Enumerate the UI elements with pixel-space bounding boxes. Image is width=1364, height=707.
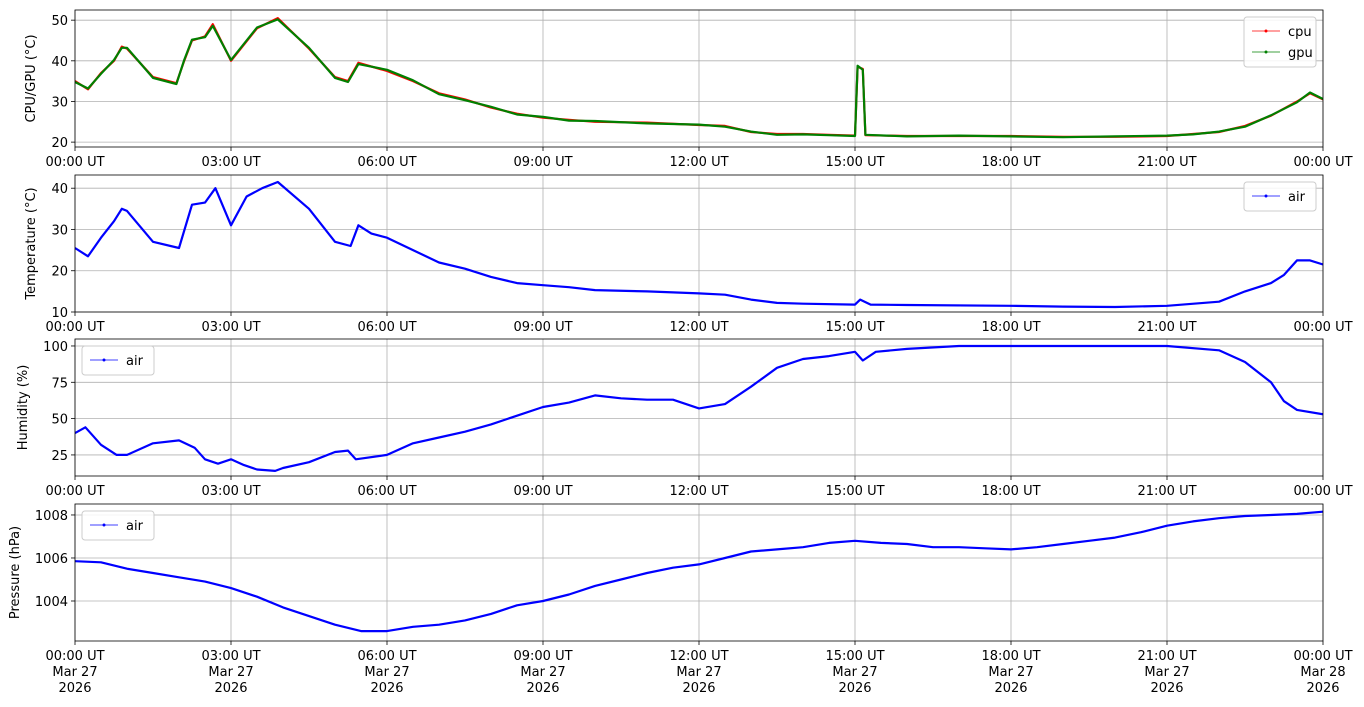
y-tick-label: 40 <box>51 55 68 70</box>
y-tick-label: 1004 <box>35 595 68 610</box>
y-tick-label: 30 <box>51 223 68 238</box>
legend-marker <box>1264 29 1268 33</box>
x-tick-label: 12:00 UT <box>669 320 728 335</box>
x-tick-label: 18:00 UT <box>981 155 1040 170</box>
y-tick-label: 50 <box>51 14 68 29</box>
x-tick-label: 12:00 UT Mar 27 2026 <box>669 649 728 696</box>
legend-marker <box>1264 194 1268 198</box>
x-tick-label: 21:00 UT <box>1137 155 1196 170</box>
panel: 00:00 UT 03:00 UT 06:00 UT 09:00 UT 12:00 UT… <box>24 174 1353 335</box>
y-axis-label: Temperature (°C) <box>24 187 39 300</box>
x-tick-label: 06:00 UT <box>357 484 416 499</box>
plot-frame <box>74 503 1324 642</box>
panel: 00:00 UT 03:00 UT 06:00 UT 09:00 UT 12:00 UT… <box>16 338 1353 499</box>
legend-label: air <box>1288 190 1306 205</box>
series-line <box>75 18 1323 139</box>
x-tick-label: 09:00 UT Mar 27 2026 <box>513 649 572 696</box>
x-tick-label: 00:00 UT Mar 27 2026 <box>45 649 104 696</box>
y-tick-label: 30 <box>51 95 68 110</box>
x-tick-label: 09:00 UT <box>513 155 572 170</box>
series-line <box>75 344 1323 472</box>
x-tick-label: 00:00 UT Mar 28 2026 <box>1293 649 1352 696</box>
series-line <box>75 510 1323 633</box>
legend-label: gpu <box>1288 46 1313 61</box>
legend-label: air <box>126 354 144 369</box>
legend-box <box>81 345 155 376</box>
plot-frame <box>74 174 1324 313</box>
x-tick-label: 15:00 UT <box>825 484 884 499</box>
x-tick-label: 12:00 UT <box>669 155 728 170</box>
x-tick-label: 00:00 UT <box>45 320 104 335</box>
x-tick-label: 03:00 UT <box>201 320 260 335</box>
y-tick-label: 20 <box>51 265 68 280</box>
y-tick-label: 50 <box>51 413 68 428</box>
x-tick-label: 15:00 UT Mar 27 2026 <box>825 649 884 696</box>
x-tick-label: 06:00 UT Mar 27 2026 <box>357 649 416 696</box>
panel: 00:00 UT Mar 27 2026 03:00 UT Mar 27 2026 06:0… <box>8 503 1353 696</box>
x-tick-label: 03:00 UT <box>201 484 260 499</box>
legend-label: air <box>126 519 144 534</box>
legend-marker <box>102 523 106 527</box>
x-tick-label: 03:00 UT Mar 27 2026 <box>201 649 260 696</box>
series-line <box>75 180 1323 309</box>
x-tick-label: 09:00 UT <box>513 320 572 335</box>
legend-box <box>81 510 155 541</box>
y-tick-label: 1008 <box>35 509 68 524</box>
y-tick-label: 10 <box>51 306 68 321</box>
plot-frame <box>74 338 1324 477</box>
x-tick-label: 06:00 UT <box>357 320 416 335</box>
panel: 00:00 UT 03:00 UT 06:00 UT 09:00 UT 12:00 UT… <box>24 9 1353 170</box>
y-tick-label: 75 <box>51 376 68 391</box>
x-tick-label: 00:00 UT <box>1293 320 1352 335</box>
x-tick-label: 18:00 UT <box>981 484 1040 499</box>
x-tick-label: 06:00 UT <box>357 155 416 170</box>
y-tick-label: 25 <box>51 449 68 464</box>
y-tick-label: 20 <box>51 136 68 151</box>
x-tick-label: 00:00 UT <box>45 484 104 499</box>
legend-box <box>1243 181 1317 212</box>
y-axis-label: CPU/GPU (°C) <box>24 34 39 122</box>
x-tick-label: 00:00 UT <box>1293 484 1352 499</box>
x-tick-label: 21:00 UT Mar 27 2026 <box>1137 649 1196 696</box>
x-tick-label: 21:00 UT <box>1137 320 1196 335</box>
legend-box <box>1243 16 1317 68</box>
y-axis-label: Humidity (%) <box>16 365 31 451</box>
y-tick-label: 1006 <box>35 552 68 567</box>
x-tick-label: 18:00 UT Mar 27 2026 <box>981 649 1040 696</box>
plot-frame <box>74 9 1324 148</box>
x-tick-label: 00:00 UT <box>1293 155 1352 170</box>
x-tick-label: 15:00 UT <box>825 155 884 170</box>
x-tick-label: 12:00 UT <box>669 484 728 499</box>
x-tick-label: 03:00 UT <box>201 155 260 170</box>
x-tick-label: 09:00 UT <box>513 484 572 499</box>
x-tick-label: 15:00 UT <box>825 320 884 335</box>
y-tick-label: 40 <box>51 182 68 197</box>
x-tick-label: 00:00 UT <box>45 155 104 170</box>
legend-label: cpu <box>1288 25 1312 40</box>
x-tick-label: 21:00 UT <box>1137 484 1196 499</box>
y-tick-label: 100 <box>43 340 68 355</box>
x-tick-label: 18:00 UT <box>981 320 1040 335</box>
legend-marker <box>1264 50 1268 54</box>
y-axis-label: Pressure (hPa) <box>8 526 23 619</box>
legend-marker <box>102 358 106 362</box>
